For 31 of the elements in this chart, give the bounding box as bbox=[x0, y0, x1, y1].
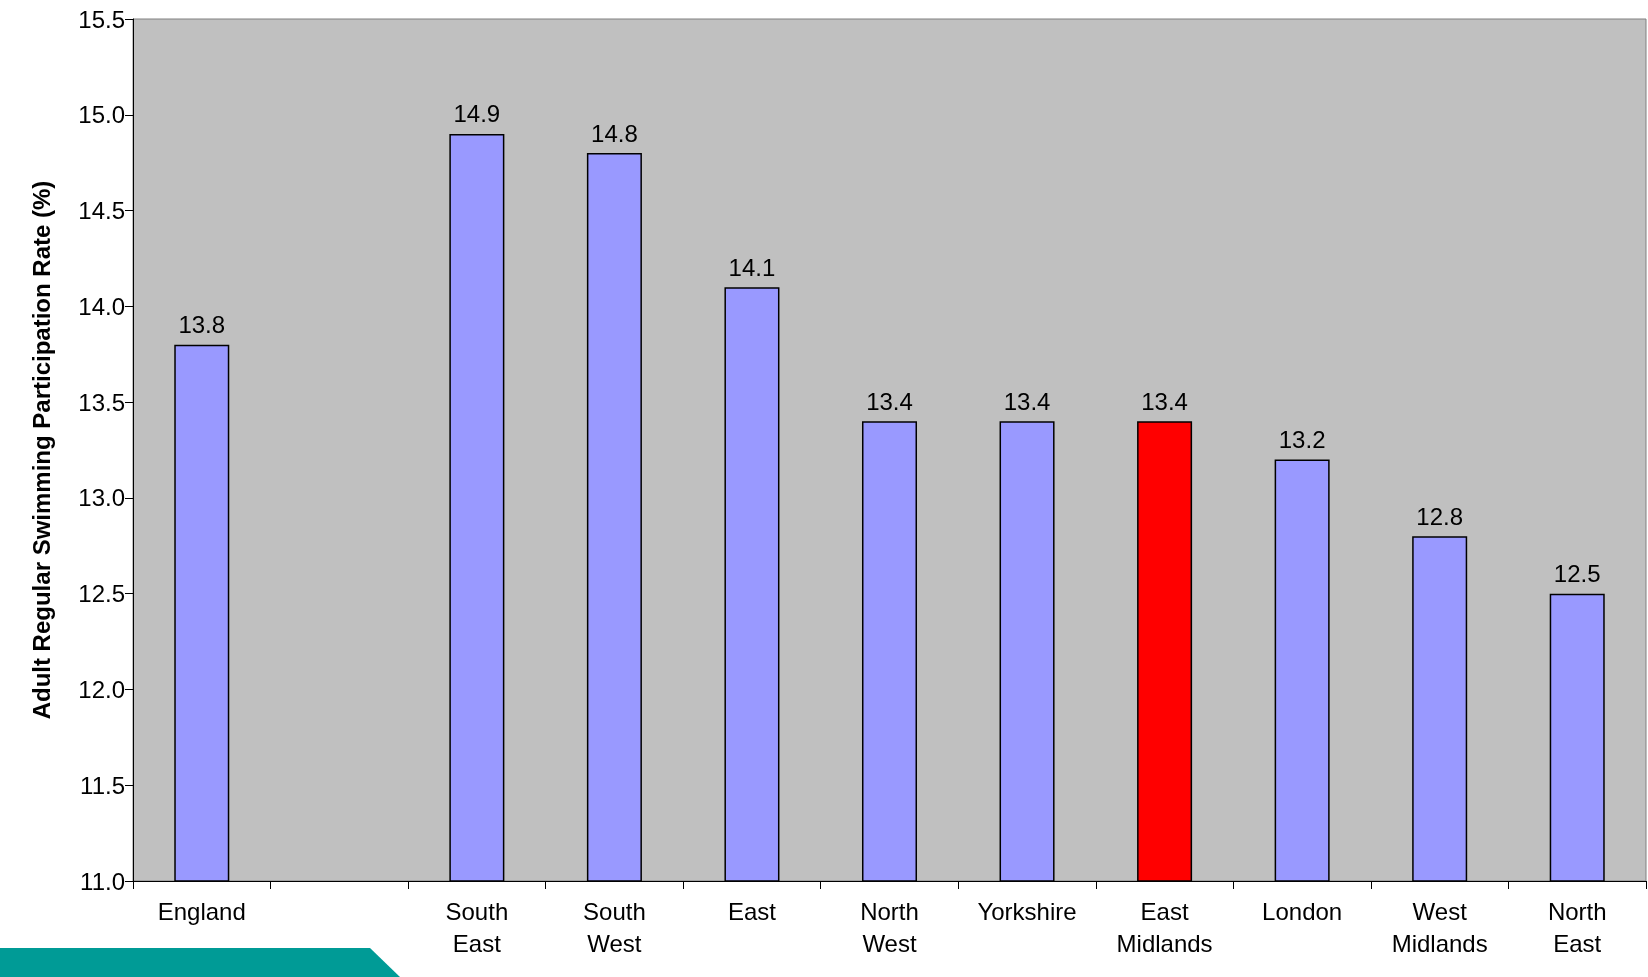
data-label: 13.4 bbox=[1003, 387, 1051, 415]
data-label: 13.2 bbox=[1278, 426, 1326, 454]
data-label: 13.4 bbox=[1141, 387, 1188, 415]
data-label: 14.8 bbox=[591, 119, 638, 147]
x-tick-label: London bbox=[1262, 897, 1343, 925]
y-axis-title: Adult Regular Swimming Participation Rate (%) bbox=[27, 180, 55, 720]
data-label: 12.8 bbox=[1416, 502, 1464, 530]
y-tick-label: 13.0 bbox=[78, 484, 125, 512]
x-tick-label: Yorkshire bbox=[977, 897, 1077, 925]
y-tick-label: 15.5 bbox=[78, 5, 125, 33]
data-label: 14.1 bbox=[728, 253, 776, 281]
y-tick-label: 14.0 bbox=[78, 292, 125, 320]
x-tick-label: North East bbox=[1547, 897, 1607, 957]
data-label: 12.5 bbox=[1553, 560, 1601, 588]
x-tick-label: North West bbox=[860, 897, 919, 957]
y-tick-label: 11.0 bbox=[80, 867, 125, 895]
x-tick-label: West Midlands bbox=[1391, 897, 1488, 957]
x-tick-label: East Midlands bbox=[1116, 897, 1213, 957]
data-label: 14.9 bbox=[453, 100, 501, 128]
y-tick-label: 14.5 bbox=[78, 197, 125, 225]
y-tick-label: 12.5 bbox=[78, 580, 125, 608]
x-tick-label: East bbox=[727, 897, 777, 925]
y-tick-label: 11.5 bbox=[80, 771, 125, 799]
data-label: 13.4 bbox=[866, 387, 913, 415]
x-tick-label: England bbox=[157, 897, 246, 925]
y-tick-label: 13.5 bbox=[78, 388, 125, 416]
y-tick-label: 15.0 bbox=[78, 101, 125, 129]
y-tick-label: 12.0 bbox=[78, 675, 125, 703]
x-tick-label: South West bbox=[583, 897, 646, 957]
data-label: 13.8 bbox=[178, 311, 226, 339]
x-tick-label: South East bbox=[445, 897, 509, 957]
